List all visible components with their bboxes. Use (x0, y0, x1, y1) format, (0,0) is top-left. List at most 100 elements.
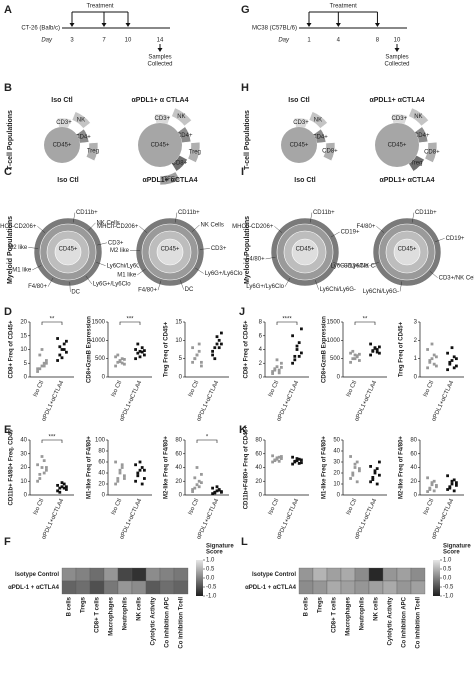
leader-line (376, 226, 385, 233)
data-point (40, 364, 44, 368)
ring-label: CD3+ (56, 120, 72, 126)
column-label: NK cells (137, 596, 143, 620)
data-point (38, 367, 42, 371)
data-point (277, 459, 281, 463)
y-tick-label: 0 (24, 375, 28, 381)
data-point (430, 481, 434, 485)
data-point (295, 344, 299, 348)
data-point (280, 365, 283, 369)
data-point (136, 351, 140, 355)
data-point (369, 480, 372, 484)
leader-line (195, 267, 204, 274)
leader-line (429, 271, 438, 278)
data-point (197, 485, 201, 489)
data-point (211, 486, 214, 490)
data-point (120, 466, 124, 469)
column-label: B cells (67, 596, 73, 616)
data-point (277, 368, 281, 372)
heatmap-cell (61, 580, 77, 595)
arrow-head (335, 23, 341, 27)
row-label: αPDL-1 + αCTLA4 (245, 585, 297, 591)
arrow-head (394, 48, 400, 52)
data-point (123, 474, 126, 478)
data-point (275, 365, 279, 369)
data-point (116, 360, 120, 364)
x-tick-label: Iso Ctl (346, 498, 359, 516)
x-tick-label: Iso Ctl (111, 380, 124, 398)
data-point (293, 459, 297, 463)
y-tick-label: 3 (414, 320, 418, 326)
y-tick-label: 500 (330, 356, 341, 362)
row-label: Myeloid Populations (244, 216, 251, 284)
column-label: Tregs (81, 596, 87, 613)
data-point (430, 357, 434, 361)
data-point (45, 466, 48, 469)
y-axis-label: Treg Freq of CD45+ (399, 321, 405, 377)
data-point (62, 486, 66, 490)
ring-label: Treg (87, 149, 99, 155)
data-point (200, 364, 203, 368)
model-label: CT-26 (Balb/c) (21, 26, 60, 32)
data-point (215, 485, 219, 489)
data-point (446, 488, 449, 491)
data-point (280, 457, 283, 460)
x-tick-label: αPDL1+αCTLA4 (119, 379, 143, 422)
data-point (373, 469, 377, 473)
data-point (140, 466, 144, 469)
heatmap-cell (103, 567, 119, 582)
data-point (118, 471, 122, 475)
y-tick-label: 0 (337, 493, 341, 499)
column-label: Neutrophils (360, 596, 366, 630)
y-axis-label: Treg Freq of CD45+ (164, 321, 170, 377)
data-point (138, 355, 142, 359)
data-point (114, 355, 117, 359)
data-point (215, 489, 219, 493)
data-point (40, 455, 44, 458)
day-tick: 1 (307, 38, 311, 44)
data-point (42, 459, 46, 463)
heatmap-cell (103, 580, 119, 595)
data-point (213, 357, 217, 361)
x-tick-label: αPDL1+αCTLA4 (431, 379, 455, 422)
data-point (353, 462, 357, 466)
panel-label: C (4, 166, 12, 178)
x-tick-label: Iso Ctl (423, 498, 436, 516)
column-label: B cells (304, 596, 310, 616)
colorbar-tick-label: -0.5 (443, 585, 454, 591)
data-point (353, 357, 357, 361)
data-point (140, 346, 144, 350)
data-point (195, 466, 199, 469)
leader-line (265, 257, 276, 260)
x-tick-label: αPDL1+αCTLA4 (196, 379, 220, 422)
heatmap-cell (145, 580, 161, 595)
data-point (120, 357, 124, 361)
data-point (432, 353, 436, 357)
data-point (36, 367, 39, 371)
x-tick-label: Iso Ctl (111, 498, 124, 516)
data-point (297, 341, 301, 345)
population-label: M2 like (8, 245, 28, 251)
significance-bracket (119, 321, 141, 325)
group-title: αPDL1+ αCTLA4 (369, 97, 424, 104)
data-point (40, 348, 44, 351)
data-point (62, 482, 66, 486)
x-tick-label: αPDL1+αCTLA4 (41, 497, 65, 540)
significance-label: *** (48, 435, 56, 441)
population-label: CD3+/NK Cells (344, 263, 385, 269)
data-point (300, 351, 303, 355)
data-point (134, 348, 137, 351)
data-point (42, 471, 46, 475)
leader-line (199, 248, 210, 250)
population-label: MHCII-CD206+ (232, 224, 274, 230)
population-label: CD11b+ (178, 210, 200, 216)
data-point (45, 468, 48, 472)
data-point (60, 481, 64, 485)
heatmap-cell (117, 580, 133, 595)
column-label: Neutrophils (123, 596, 129, 630)
panel-label: E (4, 424, 11, 436)
heatmap-cell (89, 580, 105, 595)
data-point (450, 479, 454, 483)
arrow-head (374, 23, 380, 27)
data-point (191, 346, 194, 350)
data-point (349, 477, 352, 480)
